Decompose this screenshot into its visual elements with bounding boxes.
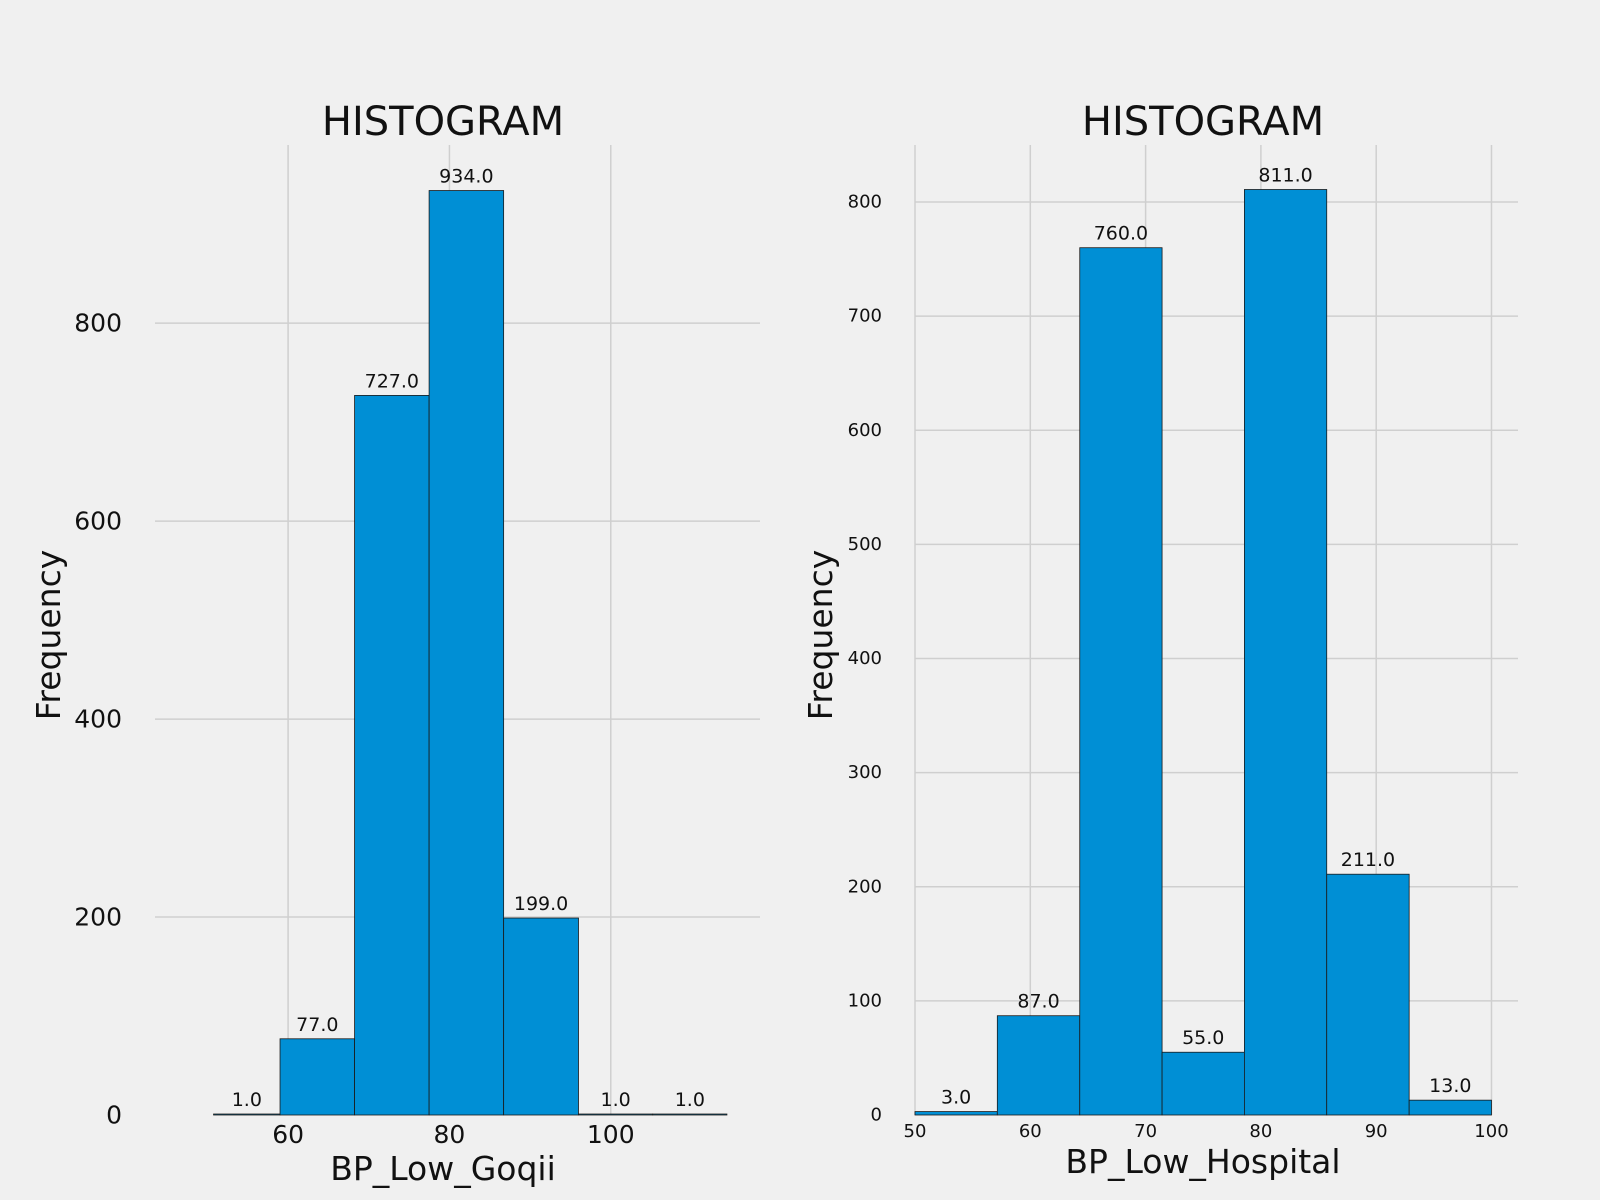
x-tick-label-goqii-0: 60 <box>272 1120 304 1149</box>
x-axis-label-hospital: BP_Low_Hospital <box>1065 1142 1340 1181</box>
bar-value-label-goqii-5: 1.0 <box>600 1089 630 1111</box>
histogram-bar-hospital-5 <box>1326 873 1410 1116</box>
bar-value-label-hospital-0: 3.0 <box>941 1087 971 1109</box>
chart-title-hospital: HISTOGRAM <box>1082 99 1324 145</box>
chart-title-goqii: HISTOGRAM <box>322 99 564 145</box>
x-tick-label-hospital-0: 50 <box>904 1121 927 1142</box>
histogram-bar-hospital-0 <box>914 1111 998 1116</box>
histogram-panel-hospital: HISTOGRAM 3.0 87.0 760.0 55.0 811.0 211.0 13.0… <box>801 99 1518 1181</box>
x-ticks-hospital: 50 60 70 80 90 100 <box>904 1121 1509 1142</box>
histogram-bar-goqii-1 <box>279 1038 355 1116</box>
histogram-bar-goqii-4 <box>503 917 579 1116</box>
y-tick-label-goqii-0: 0 <box>106 1101 122 1130</box>
y-tick-label-hospital-8: 800 <box>848 192 882 213</box>
y-ticks-goqii: 0 200 400 600 800 <box>74 309 122 1130</box>
bar-labels-goqii: 1.0 77.0 727.0 934.0 199.0 1.0 1.0 <box>232 166 705 1111</box>
y-tick-label-hospital-3: 300 <box>848 762 882 783</box>
y-tick-label-goqii-1: 200 <box>74 903 122 932</box>
y-tick-label-hospital-1: 100 <box>848 990 882 1011</box>
x-tick-label-hospital-5: 100 <box>1474 1121 1508 1142</box>
bar-value-label-goqii-1: 77.0 <box>296 1014 338 1036</box>
x-axis-label-goqii: BP_Low_Goqii <box>330 1149 556 1188</box>
histogram-bar-hospital-3 <box>1161 1051 1245 1116</box>
x-tick-label-hospital-1: 60 <box>1019 1121 1042 1142</box>
bar-value-label-hospital-2: 760.0 <box>1094 223 1148 245</box>
x-ticks-goqii: 60 80 100 <box>272 1120 634 1149</box>
histogram-bar-hospital-2 <box>1079 247 1163 1116</box>
y-tick-label-hospital-6: 600 <box>848 420 882 441</box>
histogram-bar-goqii-2 <box>354 395 430 1116</box>
y-tick-label-hospital-2: 200 <box>848 876 882 897</box>
histogram-bar-hospital-4 <box>1244 189 1328 1116</box>
histogram-bar-goqii-6 <box>652 1113 728 1116</box>
bar-value-label-hospital-1: 87.0 <box>1017 991 1059 1013</box>
y-axis-label-hospital: Frequency <box>801 550 840 720</box>
bars-goqii <box>213 190 728 1116</box>
y-tick-label-hospital-7: 700 <box>848 306 882 327</box>
x-tick-label-hospital-4: 90 <box>1365 1121 1388 1142</box>
bar-value-label-goqii-6: 1.0 <box>675 1089 705 1111</box>
y-ticks-hospital: 0 100 200 300 400 500 600 700 800 <box>848 192 882 1126</box>
bars-hospital <box>914 189 1492 1116</box>
bar-value-label-goqii-4: 199.0 <box>514 893 568 915</box>
x-tick-label-hospital-2: 70 <box>1134 1121 1157 1142</box>
histogram-bar-hospital-6 <box>1408 1099 1492 1116</box>
histogram-bar-goqii-5 <box>578 1113 654 1116</box>
bar-value-label-goqii-0: 1.0 <box>232 1089 262 1111</box>
histogram-panel-goqii: HISTOGRAM 1.0 77.0 727.0 934.0 199.0 1.0 1.0 0… <box>29 99 760 1188</box>
y-tick-label-goqii-3: 600 <box>74 507 122 536</box>
histogram-bar-goqii-3 <box>428 190 505 1116</box>
gridlines-hospital <box>914 145 1518 1115</box>
histogram-bar-goqii-0 <box>213 1113 281 1116</box>
bar-labels-hospital: 3.0 87.0 760.0 55.0 811.0 211.0 13.0 <box>941 165 1471 1109</box>
y-axis-label-goqii: Frequency <box>29 550 68 720</box>
bar-value-label-goqii-3: 934.0 <box>439 166 493 188</box>
bar-value-label-hospital-5: 211.0 <box>1341 849 1395 871</box>
y-tick-label-hospital-0: 0 <box>871 1105 882 1126</box>
y-tick-label-goqii-4: 800 <box>74 309 122 338</box>
y-tick-label-hospital-5: 500 <box>848 534 882 555</box>
y-tick-label-hospital-4: 400 <box>848 648 882 669</box>
x-tick-label-goqii-2: 100 <box>587 1120 635 1149</box>
bar-value-label-hospital-6: 13.0 <box>1429 1075 1471 1097</box>
bar-value-label-hospital-4: 811.0 <box>1258 165 1312 187</box>
x-tick-label-goqii-1: 80 <box>434 1120 466 1149</box>
x-tick-label-hospital-3: 80 <box>1249 1121 1272 1142</box>
histogram-bar-hospital-1 <box>996 1015 1081 1116</box>
y-tick-label-goqii-2: 400 <box>74 705 122 734</box>
bar-value-label-hospital-3: 55.0 <box>1182 1027 1224 1049</box>
bar-value-label-goqii-2: 727.0 <box>365 370 419 392</box>
